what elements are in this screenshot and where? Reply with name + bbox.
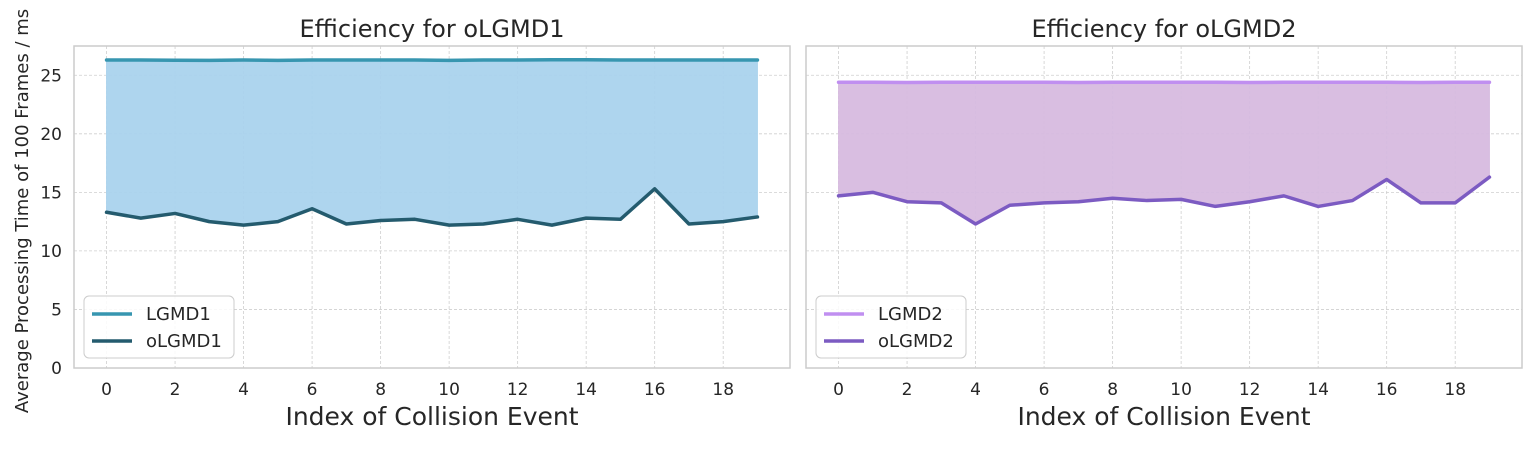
y-tick-label: 0	[51, 359, 62, 379]
x-tick-label: 10	[438, 380, 460, 400]
y-axis-label: Average Processing Time of 100 Frames / …	[12, 9, 33, 413]
legend-label-oLGMD1: oLGMD1	[146, 331, 222, 352]
chart-panel-1: 0 2 4 6 8 10 12 14 16 18 0 5 10 15 20 25 Efficiency for …	[12, 9, 791, 431]
x-tick-label: 6	[307, 380, 318, 400]
x-tick-label: 10	[1170, 380, 1192, 400]
y-tick-label: 10	[40, 242, 62, 262]
chart-panel-2: 0 2 4 6 8 10 12 14 16 18 Efficiency for oLGMD2 Inde…	[805, 15, 1523, 431]
x-tick-label: 4	[970, 380, 981, 400]
x-tick-label: 8	[1107, 380, 1118, 400]
x-axis-label: Index of Collision Event	[1017, 402, 1310, 431]
x-tick-label: 0	[833, 380, 844, 400]
legend-label-LGMD2: LGMD2	[878, 304, 943, 325]
series-line-oLGMD1	[104, 187, 760, 227]
x-tick-label: 12	[507, 380, 529, 400]
x-tick-label: 0	[101, 380, 112, 400]
x-tick-label: 2	[902, 380, 913, 400]
legend-label-oLGMD2: oLGMD2	[878, 331, 954, 352]
x-tick-label: 18	[1444, 380, 1466, 400]
plot-frame	[805, 45, 1523, 369]
x-tick-label: 14	[1307, 380, 1329, 400]
x-tick-label: 8	[375, 380, 386, 400]
x-tick-label: 4	[238, 380, 249, 400]
fill-between-area	[106, 59, 758, 226]
chart-title: Efficiency for oLGMD2	[1032, 15, 1297, 43]
plot-frame	[73, 45, 791, 369]
y-tick-label: 25	[40, 66, 62, 86]
legend-label-LGMD1: LGMD1	[146, 304, 211, 325]
x-tick-label: 18	[712, 380, 734, 400]
x-axis-label: Index of Collision Event	[285, 402, 578, 431]
series-line-LGMD1	[104, 57, 760, 63]
x-tick-label: 2	[170, 380, 181, 400]
series-line-oLGMD2	[836, 175, 1492, 226]
x-tick-label: 12	[1239, 380, 1261, 400]
x-tick-label: 16	[644, 380, 666, 400]
x-tick-label: 14	[575, 380, 597, 400]
x-tick-label: 6	[1039, 380, 1050, 400]
y-tick-label: 15	[40, 183, 62, 203]
chart-title: Efficiency for oLGMD1	[300, 15, 565, 43]
y-tick-label: 5	[51, 300, 62, 320]
y-tick-label: 20	[40, 125, 62, 145]
x-tick-label: 16	[1376, 380, 1398, 400]
